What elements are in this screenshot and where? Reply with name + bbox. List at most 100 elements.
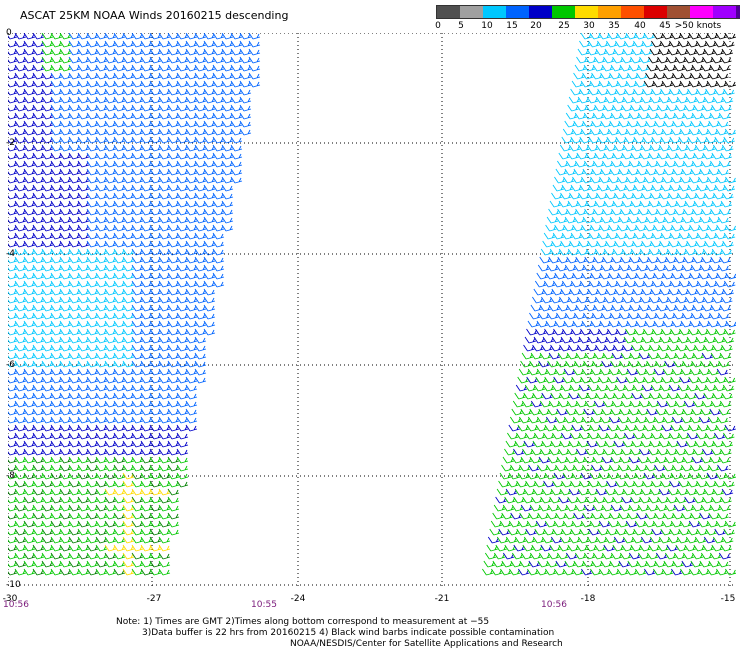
wind-barb [212, 232, 225, 240]
wind-barb [203, 296, 216, 304]
legend-swatch [736, 6, 740, 18]
wind-barb [720, 496, 732, 504]
wind-barb [221, 184, 234, 192]
wind-barb [717, 512, 729, 520]
wind-barb [721, 296, 733, 304]
lat-label: -8 [6, 471, 15, 481]
legend-swatch [713, 6, 736, 18]
legend-label: 30 [583, 21, 595, 31]
legend-label: 5 [458, 21, 464, 31]
wind-barb [167, 512, 180, 520]
wind-barb [718, 552, 731, 560]
wind-barb [722, 192, 734, 200]
legend-label: >50 knots [674, 21, 722, 31]
lon-label: -18 [580, 594, 596, 604]
plot-title: ASCAT 25KM NOAA Winds 20160215 descendin… [20, 9, 289, 22]
wind-barb [721, 96, 734, 104]
legend-swatch [506, 6, 529, 18]
wind-barb [167, 520, 180, 528]
wind-speed-legend: 0 5 10 15 20 25 30 35 40 45 >50 knots [435, 5, 740, 35]
wind-barb [725, 272, 736, 280]
wind-barb [723, 136, 735, 144]
wind-barb [212, 272, 225, 280]
legend-swatch [575, 6, 598, 18]
wind-barb [724, 520, 736, 528]
wind-barb-map [8, 33, 736, 588]
legend-label: 40 [634, 21, 646, 31]
wind-barb [230, 136, 243, 144]
legend-labels: 0 5 10 15 20 25 30 35 40 45 >50 knots [435, 21, 740, 35]
wind-barb [721, 344, 733, 352]
pass-time-label: 10:55 [251, 600, 277, 610]
lat-label: -2 [6, 138, 15, 148]
note-line: Note: 1) Times are GMT 2)Times along bot… [116, 617, 490, 627]
lon-label: -27 [146, 594, 162, 604]
wind-barb [725, 224, 736, 232]
note-line: NOAA/NESDIS/Center for Satellite Applica… [290, 639, 563, 649]
legend-label: 25 [558, 21, 570, 31]
wind-barb [239, 128, 252, 136]
wind-barb [158, 536, 171, 544]
lon-label: -30 [2, 594, 18, 604]
wind-barb [723, 184, 736, 192]
wind-barb [718, 160, 731, 168]
wind-barb [723, 480, 735, 488]
wind-barbs [8, 33, 736, 576]
wind-barb [721, 440, 734, 448]
wind-barb [719, 352, 732, 360]
wind-barb [721, 48, 734, 56]
wind-barb [185, 400, 198, 408]
wind-barb [718, 408, 730, 416]
legend-swatch [483, 6, 506, 18]
wind-barb [221, 200, 234, 208]
wind-barb [722, 288, 734, 296]
wind-barb [721, 392, 733, 400]
wind-barb [185, 424, 198, 432]
wind-barb [221, 224, 234, 232]
wind-barb [718, 64, 731, 72]
wind-barb [721, 488, 734, 496]
wind-barb [718, 112, 731, 120]
legend-swatch [460, 6, 483, 18]
legend-swatch [621, 6, 644, 18]
pass-time-label: 10:56 [541, 600, 567, 610]
graticule [8, 33, 736, 588]
wind-barb [717, 72, 729, 80]
legend-swatch [552, 6, 575, 18]
wind-barb [158, 544, 171, 552]
wind-barb [176, 440, 189, 448]
wind-barb [194, 360, 207, 368]
note-line: 3)Data buffer is 22 hrs from 20160215 4)… [142, 628, 555, 638]
wind-barb [719, 304, 732, 312]
wind-barb [718, 456, 731, 464]
wind-barb [717, 120, 729, 128]
wind-barb [724, 424, 736, 432]
wind-barb [212, 264, 225, 272]
wind-barb [720, 152, 732, 160]
wind-barb [725, 176, 736, 184]
legend-label: 20 [530, 21, 542, 31]
wind-barb [721, 144, 734, 152]
lon-label: -15 [720, 594, 736, 604]
wind-barb [248, 33, 261, 40]
legend-label: 45 [659, 21, 671, 31]
wind-barb [167, 528, 180, 536]
legend-label: 0 [435, 21, 441, 31]
wind-barb [722, 384, 735, 392]
wind-barb [185, 408, 198, 416]
wind-barb [721, 536, 734, 544]
wind-barb [212, 240, 225, 248]
wind-barb [221, 208, 234, 216]
wind-barb [194, 376, 207, 384]
wind-barb [167, 496, 180, 504]
wind-barb [212, 256, 225, 264]
wind-barb [239, 88, 252, 96]
wind-barb [230, 176, 243, 184]
wind-barb [724, 33, 736, 40]
legend-label: 35 [608, 21, 620, 31]
wind-barb [239, 120, 252, 128]
wind-barb [176, 472, 189, 480]
wind-barb [724, 376, 736, 384]
wind-barb [158, 568, 171, 576]
wind-barb [221, 192, 234, 200]
